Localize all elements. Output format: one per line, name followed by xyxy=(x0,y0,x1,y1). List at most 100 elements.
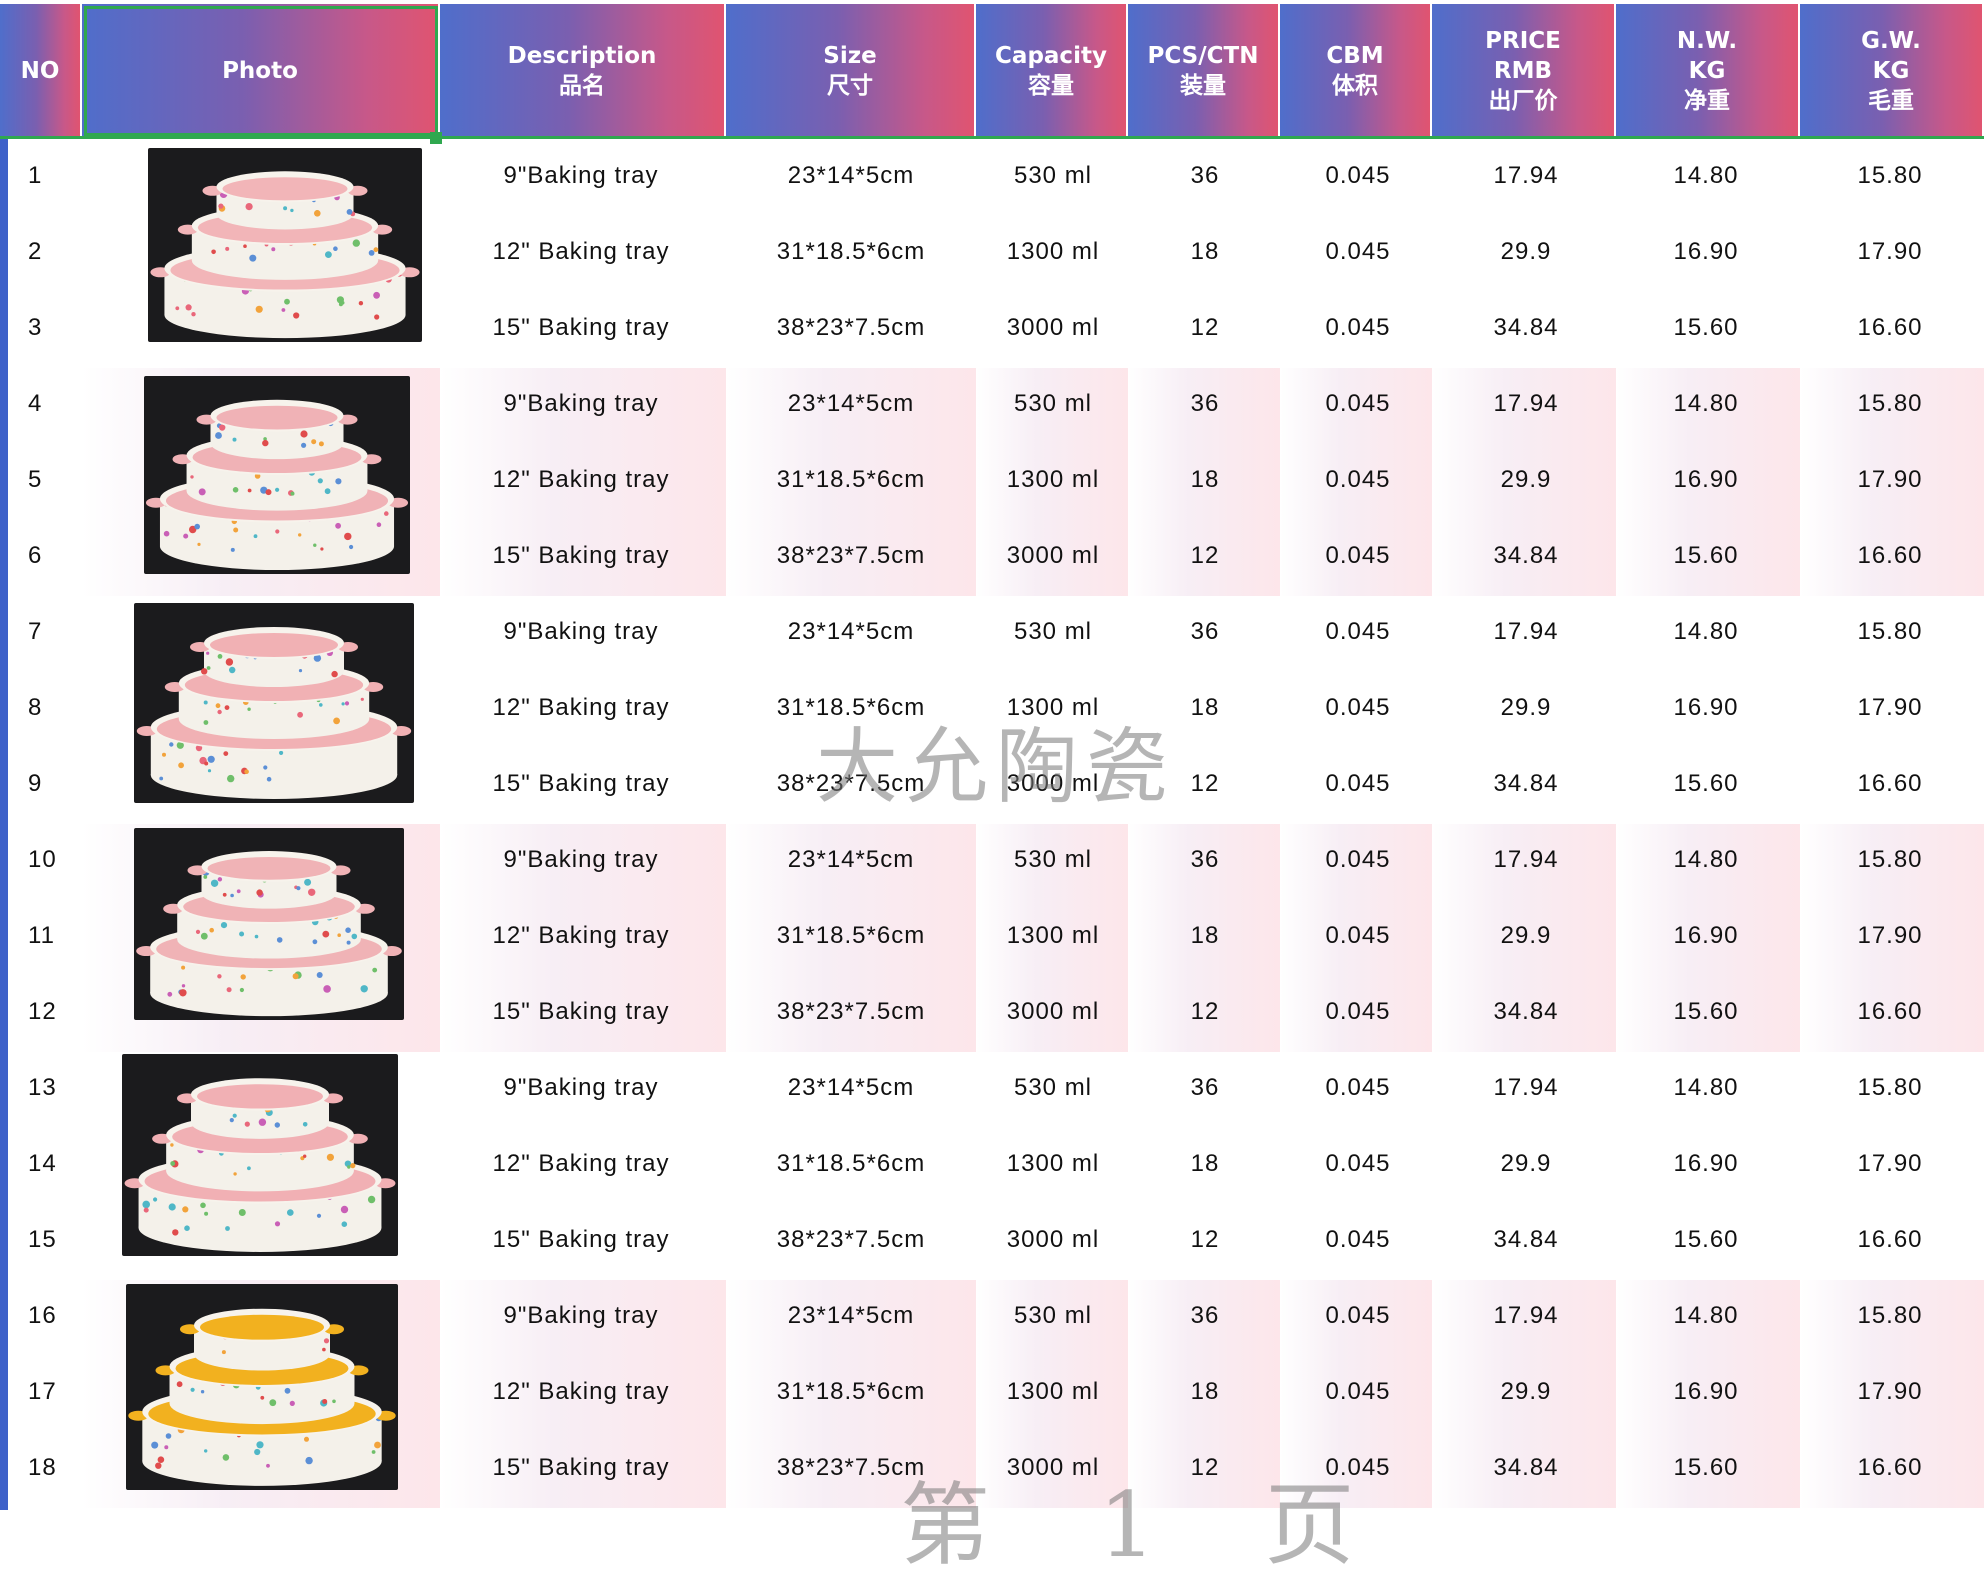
size-cell[interactable]: 23*14*5cm xyxy=(787,1074,915,1101)
nw-cell[interactable]: 14.80 xyxy=(1673,390,1739,417)
gw-cell[interactable]: 16.60 xyxy=(1857,1226,1923,1253)
capacity-cell[interactable]: 530 ml xyxy=(1013,162,1093,189)
pcs-cell[interactable]: 12 xyxy=(1190,314,1220,341)
price-cell[interactable]: 34.84 xyxy=(1493,770,1559,797)
price-cell[interactable]: 17.94 xyxy=(1493,1302,1559,1329)
gw-cell[interactable]: 16.60 xyxy=(1857,314,1923,341)
capacity-cell[interactable]: 1300 ml xyxy=(1006,466,1100,493)
description-cell[interactable]: 12" Baking tray xyxy=(492,694,670,721)
row-no[interactable]: 16 xyxy=(28,1302,57,1329)
cbm-cell[interactable]: 0.045 xyxy=(1325,922,1391,949)
size-cell[interactable]: 23*14*5cm xyxy=(787,1302,915,1329)
description-cell[interactable]: 9"Baking tray xyxy=(503,162,659,189)
gw-cell[interactable]: 15.80 xyxy=(1857,162,1923,189)
pcs-cell[interactable]: 18 xyxy=(1190,922,1220,949)
description-cell[interactable]: 9"Baking tray xyxy=(503,618,659,645)
description-cell[interactable]: 12" Baking tray xyxy=(492,466,670,493)
size-cell[interactable]: 23*14*5cm xyxy=(787,846,915,873)
pcs-cell[interactable]: 18 xyxy=(1190,466,1220,493)
size-cell[interactable]: 31*18.5*6cm xyxy=(776,238,926,265)
header-pcs-ctn[interactable]: PCS/CTN 装量 xyxy=(1128,4,1280,138)
pcs-cell[interactable]: 18 xyxy=(1190,1150,1220,1177)
header-capacity[interactable]: Capacity 容量 xyxy=(976,4,1128,138)
size-cell[interactable]: 38*23*7.5cm xyxy=(776,542,926,569)
capacity-cell[interactable]: 530 ml xyxy=(1013,1074,1093,1101)
nw-cell[interactable]: 16.90 xyxy=(1673,922,1739,949)
gw-cell[interactable]: 17.90 xyxy=(1857,694,1923,721)
table-row[interactable]: 10 9"Baking tray 23*14*5cm 530 ml 36 0.045 17.… xyxy=(0,824,1984,900)
header-size[interactable]: Size 尺寸 xyxy=(726,4,976,138)
cbm-cell[interactable]: 0.045 xyxy=(1325,770,1391,797)
table-row[interactable]: 4 9"Baking tray 23*14*5cm 530 ml 36 0.045 17.9… xyxy=(0,368,1984,444)
nw-cell[interactable]: 16.90 xyxy=(1673,238,1739,265)
capacity-cell[interactable]: 530 ml xyxy=(1013,1302,1093,1329)
price-cell[interactable]: 34.84 xyxy=(1493,998,1559,1025)
header-photo[interactable]: Photo xyxy=(82,4,440,138)
header-price[interactable]: PRICE RMB 出厂价 xyxy=(1432,4,1616,138)
row-no[interactable]: 9 xyxy=(28,770,43,797)
pcs-cell[interactable]: 12 xyxy=(1190,1226,1220,1253)
cbm-cell[interactable]: 0.045 xyxy=(1325,618,1391,645)
nw-cell[interactable]: 15.60 xyxy=(1673,998,1739,1025)
header-gw[interactable]: G.W. KG 毛重 xyxy=(1800,4,1984,138)
row-no[interactable]: 5 xyxy=(28,466,43,493)
row-no[interactable]: 12 xyxy=(28,998,57,1025)
cbm-cell[interactable]: 0.045 xyxy=(1325,998,1391,1025)
table-row[interactable]: 18 15" Baking tray 38*23*7.5cm 3000 ml 12 0.0… xyxy=(0,1432,1984,1508)
pcs-cell[interactable]: 36 xyxy=(1190,618,1220,645)
gw-cell[interactable]: 17.90 xyxy=(1857,1150,1923,1177)
price-cell[interactable]: 29.9 xyxy=(1500,466,1552,493)
product-photo[interactable] xyxy=(134,828,404,1020)
table-row[interactable]: 15 15" Baking tray 38*23*7.5cm 3000 ml 12 0.0… xyxy=(0,1204,1984,1280)
cbm-cell[interactable]: 0.045 xyxy=(1325,846,1391,873)
capacity-cell[interactable]: 3000 ml xyxy=(1006,770,1100,797)
price-cell[interactable]: 17.94 xyxy=(1493,618,1559,645)
price-cell[interactable]: 29.9 xyxy=(1500,1150,1552,1177)
pcs-cell[interactable]: 36 xyxy=(1190,1302,1220,1329)
description-cell[interactable]: 15" Baking tray xyxy=(492,314,670,341)
size-cell[interactable]: 38*23*7.5cm xyxy=(776,998,926,1025)
row-no[interactable]: 2 xyxy=(28,238,43,265)
gw-cell[interactable]: 15.80 xyxy=(1857,618,1923,645)
product-photo[interactable] xyxy=(144,376,410,574)
pcs-cell[interactable]: 12 xyxy=(1190,1454,1220,1481)
pcs-cell[interactable]: 18 xyxy=(1190,694,1220,721)
size-cell[interactable]: 31*18.5*6cm xyxy=(776,1150,926,1177)
nw-cell[interactable]: 15.60 xyxy=(1673,314,1739,341)
pcs-cell[interactable]: 36 xyxy=(1190,1074,1220,1101)
description-cell[interactable]: 12" Baking tray xyxy=(492,922,670,949)
cbm-cell[interactable]: 0.045 xyxy=(1325,162,1391,189)
header-cbm[interactable]: CBM 体积 xyxy=(1280,4,1432,138)
cbm-cell[interactable]: 0.045 xyxy=(1325,1454,1391,1481)
gw-cell[interactable]: 16.60 xyxy=(1857,542,1923,569)
price-cell[interactable]: 17.94 xyxy=(1493,846,1559,873)
table-row[interactable]: 11 12" Baking tray 31*18.5*6cm 1300 ml 18 0.0… xyxy=(0,900,1984,976)
description-cell[interactable]: 9"Baking tray xyxy=(503,1074,659,1101)
size-cell[interactable]: 38*23*7.5cm xyxy=(776,770,926,797)
size-cell[interactable]: 38*23*7.5cm xyxy=(776,314,926,341)
description-cell[interactable]: 15" Baking tray xyxy=(492,542,670,569)
capacity-cell[interactable]: 1300 ml xyxy=(1006,922,1100,949)
product-photo[interactable] xyxy=(122,1054,398,1256)
nw-cell[interactable]: 14.80 xyxy=(1673,618,1739,645)
gw-cell[interactable]: 15.80 xyxy=(1857,846,1923,873)
price-cell[interactable]: 29.9 xyxy=(1500,1378,1552,1405)
row-no[interactable]: 17 xyxy=(28,1378,57,1405)
table-row[interactable]: 14 12" Baking tray 31*18.5*6cm 1300 ml 18 0.0… xyxy=(0,1128,1984,1204)
table-row[interactable]: 6 15" Baking tray 38*23*7.5cm 3000 ml 12 0.04… xyxy=(0,520,1984,596)
row-no[interactable]: 11 xyxy=(28,922,55,949)
table-row[interactable]: 3 15" Baking tray 38*23*7.5cm 3000 ml 12 0.04… xyxy=(0,292,1984,368)
product-photo[interactable] xyxy=(148,148,422,342)
description-cell[interactable]: 15" Baking tray xyxy=(492,1226,670,1253)
capacity-cell[interactable]: 1300 ml xyxy=(1006,238,1100,265)
pcs-cell[interactable]: 36 xyxy=(1190,390,1220,417)
cbm-cell[interactable]: 0.045 xyxy=(1325,1074,1391,1101)
description-cell[interactable]: 12" Baking tray xyxy=(492,238,670,265)
table-row[interactable]: 16 9"Baking tray 23*14*5cm 530 ml 36 0.045 17.… xyxy=(0,1280,1984,1356)
pcs-cell[interactable]: 12 xyxy=(1190,770,1220,797)
capacity-cell[interactable]: 530 ml xyxy=(1013,618,1093,645)
pcs-cell[interactable]: 18 xyxy=(1190,1378,1220,1405)
capacity-cell[interactable]: 1300 ml xyxy=(1006,694,1100,721)
price-cell[interactable]: 34.84 xyxy=(1493,542,1559,569)
price-cell[interactable]: 29.9 xyxy=(1500,694,1552,721)
